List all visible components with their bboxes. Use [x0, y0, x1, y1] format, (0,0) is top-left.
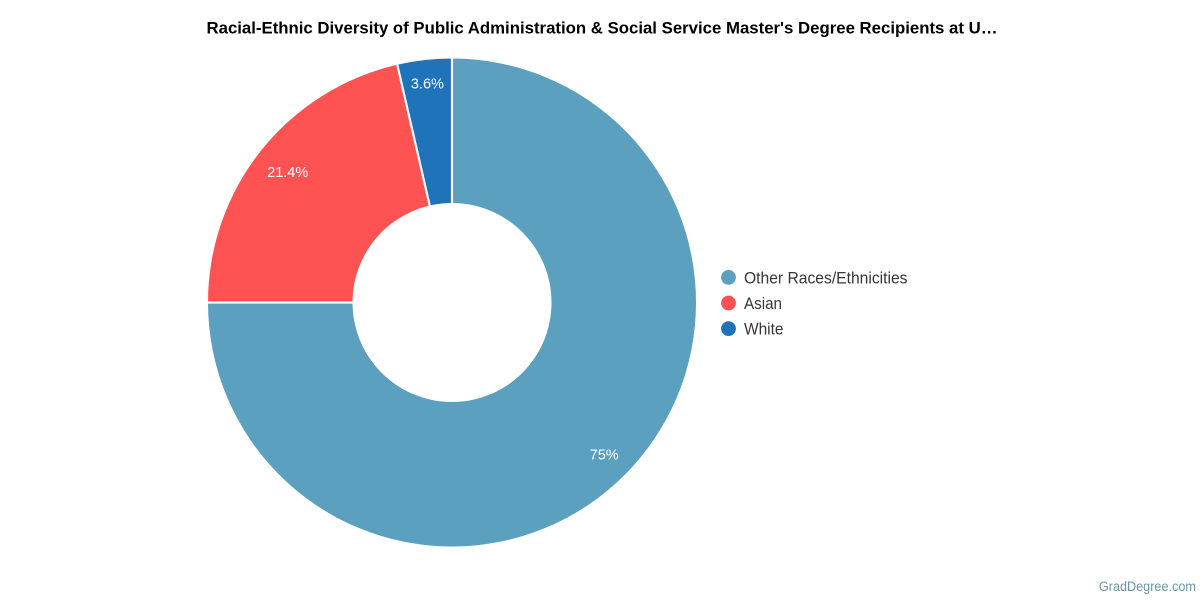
- svg-text:Other Races/Ethnicities: Other Races/Ethnicities: [744, 268, 908, 287]
- svg-text:3.6%: 3.6%: [411, 77, 444, 93]
- svg-text:GradDegree.com: GradDegree.com: [1099, 579, 1196, 594]
- svg-text:Asian: Asian: [744, 294, 782, 313]
- svg-text:75%: 75%: [590, 447, 619, 463]
- svg-text:Racial-Ethnic Diversity of Pub: Racial-Ethnic Diversity of Public Admini…: [207, 19, 998, 38]
- svg-text:21.4%: 21.4%: [267, 165, 308, 181]
- svg-text:White: White: [744, 320, 784, 339]
